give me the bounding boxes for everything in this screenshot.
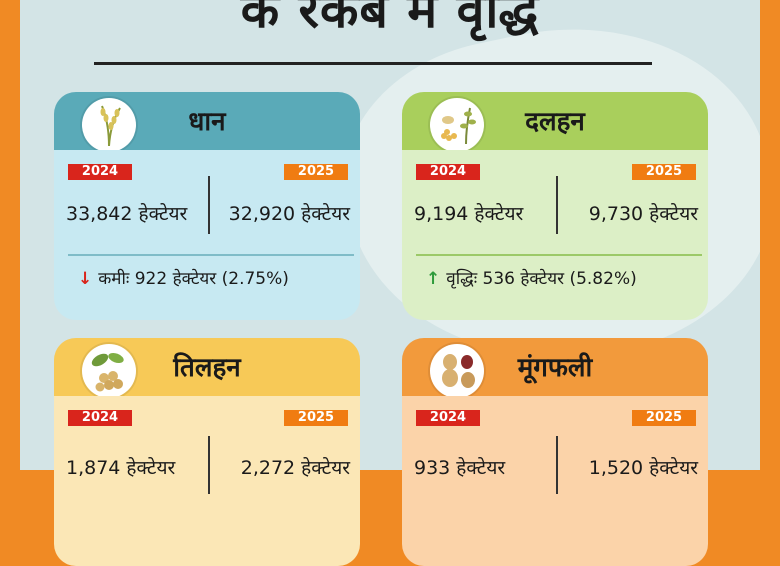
headline: के रकबे में वृद्धि [240,0,540,39]
year-2024-badge: 2024 [68,410,132,426]
year-2024-badge: 2024 [416,410,480,426]
area-2024-value: 33,842 हेक्टेयर [66,203,188,225]
card-mungfali: मूंगफली 2024 2025 933 हेक्टेयर 1,520 हेक… [402,338,708,566]
card-body: 2024 2025 33,842 हेक्टेयर 32,920 हेक्टेय… [54,150,360,320]
area-2024-value: 933 हेक्टेयर [414,457,506,479]
value-divider [208,436,210,494]
card-body: 2024 2025 933 हेक्टेयर 1,520 हेक्टेयर [402,396,708,566]
card-title: मूंगफली [517,353,593,383]
card-dhaan: धान 2024 2025 33,842 हेक्टेयर 32,920 हेक… [54,92,360,320]
rice-plant-icon [82,98,136,152]
year-2025-badge: 2025 [632,164,696,180]
card-title: धान [188,107,226,137]
card-header: तिलहन [54,338,360,398]
area-2024-value: 1,874 हेक्टेयर [66,457,176,479]
down-arrow-icon: ↓ [78,269,93,289]
year-2025-badge: 2025 [284,410,348,426]
section-divider [416,254,702,256]
year-2025-badge: 2025 [632,410,696,426]
section-divider [68,254,354,256]
card-tilhan: तिलहन 2024 2025 1,874 हेक्टेयर 2,272 हेक… [54,338,360,566]
area-2025-value: 2,272 हेक्टेयर [240,457,350,479]
card-body: 2024 2025 1,874 हेक्टेयर 2,272 हेक्टेयर [54,396,360,566]
value-divider [556,436,558,494]
card-dalhan: दलहन 2024 2025 9,194 हेक्टेयर 9,730 हेक्… [402,92,708,320]
peanut-icon [430,344,484,398]
up-arrow-icon: ↑ [426,269,441,289]
value-divider [556,176,558,234]
change-text: कमीः 922 हेक्टेयर (2.75%) [98,269,289,289]
soybean-icon [82,344,136,398]
area-2025-value: 32,920 हेक्टेयर [228,203,350,225]
card-title: तिलहन [173,353,241,383]
value-divider [208,176,210,234]
card-header: मूंगफली [402,338,708,398]
headline-underline [94,62,652,65]
change-row: ↑ वृद्धिः 536 हेक्टेयर (5.82%) [426,266,637,289]
card-header: दलहन [402,92,708,152]
year-2024-badge: 2024 [416,164,480,180]
card-body: 2024 2025 9,194 हेक्टेयर 9,730 हेक्टेयर … [402,150,708,320]
area-2024-value: 9,194 हेक्टेयर [414,203,524,225]
card-header: धान [54,92,360,152]
card-title: दलहन [525,107,585,137]
pulses-icon [430,98,484,152]
change-text: वृद्धिः 536 हेक्टेयर (5.82%) [446,269,637,289]
area-2025-value: 9,730 हेक्टेयर [588,203,698,225]
area-2025-value: 1,520 हेक्टेयर [588,457,698,479]
change-row: ↓ कमीः 922 हेक्टेयर (2.75%) [78,266,289,289]
year-2024-badge: 2024 [68,164,132,180]
year-2025-badge: 2025 [284,164,348,180]
